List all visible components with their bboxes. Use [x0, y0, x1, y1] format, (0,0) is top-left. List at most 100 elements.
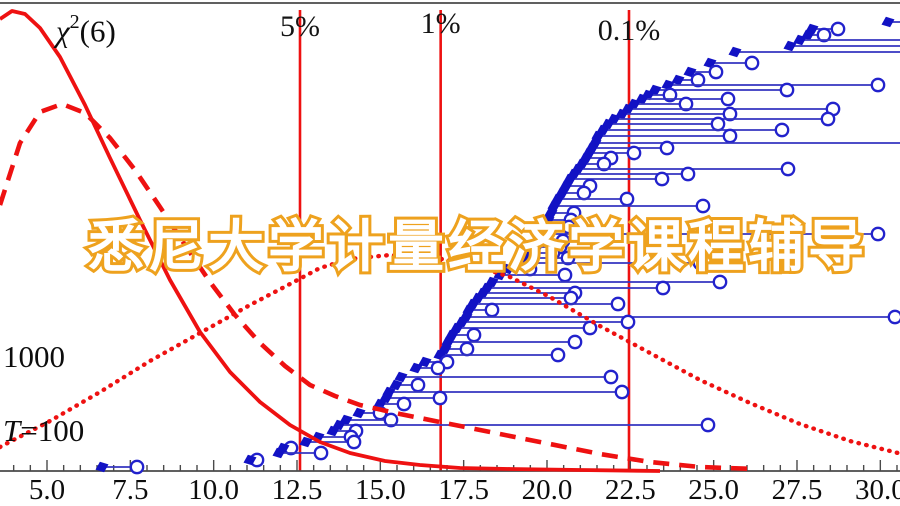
diamond-marker: [501, 263, 515, 275]
density-curve-dotted: [0, 252, 900, 456]
open-circle-marker: [780, 161, 796, 177]
open-circle-marker: [870, 77, 886, 93]
open-circle-marker: [774, 122, 790, 138]
open-circle-marker: [550, 347, 566, 363]
critical-label-1: 1%: [420, 7, 461, 40]
chi-df: (6): [79, 13, 116, 49]
open-circle-marker: [655, 280, 671, 296]
open-circle-marker: [887, 309, 900, 325]
diamond-marker: [409, 362, 423, 374]
diamond-marker: [243, 454, 257, 466]
open-circle-marker: [680, 166, 696, 182]
open-circle-marker: [432, 390, 448, 406]
sample-size-1000-label: 1000: [3, 339, 65, 374]
diamond-marker: [352, 407, 366, 419]
open-circle-marker: [410, 377, 426, 393]
open-circle-marker: [603, 369, 619, 385]
diamond-marker: [272, 447, 286, 459]
open-circle-marker: [459, 341, 475, 357]
open-circle-marker: [626, 145, 642, 161]
open-circle-marker: [582, 320, 598, 336]
diamond-marker: [559, 180, 573, 192]
open-circle-marker: [430, 360, 446, 376]
open-circle-marker: [695, 198, 711, 214]
open-circle-marker: [708, 64, 724, 80]
diamond-marker: [661, 79, 675, 91]
open-circle-marker: [710, 116, 726, 132]
x-tick-label: 10.0: [188, 474, 240, 506]
open-circle-marker: [563, 290, 579, 306]
chi-squared-curve-label: χ2(6): [56, 11, 116, 49]
open-circle-marker: [596, 156, 612, 172]
open-circle-marker: [383, 412, 399, 428]
density-curve-dashed: [0, 101, 756, 472]
diamond-marker: [418, 356, 432, 368]
diamond-marker: [389, 379, 403, 391]
x-tick-label: 15.0: [354, 474, 406, 506]
x-tick-label: 25.0: [688, 474, 740, 506]
open-circle-marker: [722, 106, 738, 122]
x-tick-label: 7.5: [112, 474, 149, 506]
open-circle-marker: [820, 111, 836, 127]
x-tick-label: 5.0: [28, 474, 66, 506]
open-circle-marker: [484, 302, 500, 318]
diamond-marker: [326, 425, 340, 437]
open-circle-marker: [722, 128, 738, 144]
chi-exponent: 2: [69, 11, 80, 33]
open-circle-marker: [816, 27, 832, 43]
diamond-marker: [95, 461, 109, 473]
open-circle-marker: [659, 140, 675, 156]
open-circle-marker: [744, 55, 760, 71]
open-circle-marker: [690, 72, 706, 88]
x-tick-label: 17.5: [438, 474, 490, 506]
stem-plot: [95, 16, 900, 475]
open-circle-marker: [614, 384, 630, 400]
t100-value: =100: [20, 413, 85, 448]
diamond-marker: [793, 34, 807, 46]
sample-size-100-label: T=100: [3, 415, 84, 446]
open-circle-marker: [678, 96, 694, 112]
open-circle-marker: [396, 396, 412, 412]
open-circle-marker: [545, 245, 561, 261]
diamond-marker: [394, 371, 408, 383]
open-circle-marker: [870, 226, 886, 242]
diamond-marker: [783, 40, 797, 52]
diamond-marker: [563, 173, 577, 185]
chi-squared-density-curve-solid: [0, 9, 661, 473]
diamond-marker: [728, 46, 742, 58]
diamond-marker: [445, 329, 459, 341]
diamond-marker: [671, 74, 685, 86]
diamond-marker: [509, 257, 523, 269]
diamond-marker: [299, 436, 313, 448]
diamond-marker: [881, 16, 895, 28]
t-symbol: T: [3, 413, 21, 448]
open-circle-marker: [313, 445, 329, 461]
open-circle-marker: [720, 91, 736, 107]
open-circle-marker: [779, 82, 795, 98]
x-tick-label: 20.0: [521, 474, 573, 506]
chi-symbol: χ: [56, 13, 70, 49]
open-circle-marker: [610, 296, 626, 312]
diamond-marker: [551, 193, 565, 205]
open-circle-marker: [654, 171, 670, 187]
x-tick-label: 30.0: [854, 474, 900, 506]
open-circle-marker: [567, 334, 583, 350]
critical-label-01: 0.1%: [597, 14, 661, 47]
open-circle-marker: [712, 274, 728, 290]
open-circle-marker: [129, 459, 145, 475]
x-tick-label: 12.5: [271, 474, 323, 506]
open-circle-marker: [830, 21, 846, 37]
x-tick-label: 27.5: [771, 474, 823, 506]
open-circle-marker: [560, 250, 576, 266]
critical-label-5: 5%: [279, 10, 320, 43]
open-circle-marker: [620, 314, 636, 330]
watermark-text: 悉尼大学计量经济学课程辅导: [85, 212, 868, 283]
open-circle-marker: [466, 327, 482, 343]
x-tick-label: 22.5: [604, 474, 656, 506]
open-circle-marker: [692, 255, 708, 271]
diamond-marker: [450, 322, 464, 334]
open-circle-marker: [346, 434, 362, 450]
open-circle-marker: [576, 185, 592, 201]
